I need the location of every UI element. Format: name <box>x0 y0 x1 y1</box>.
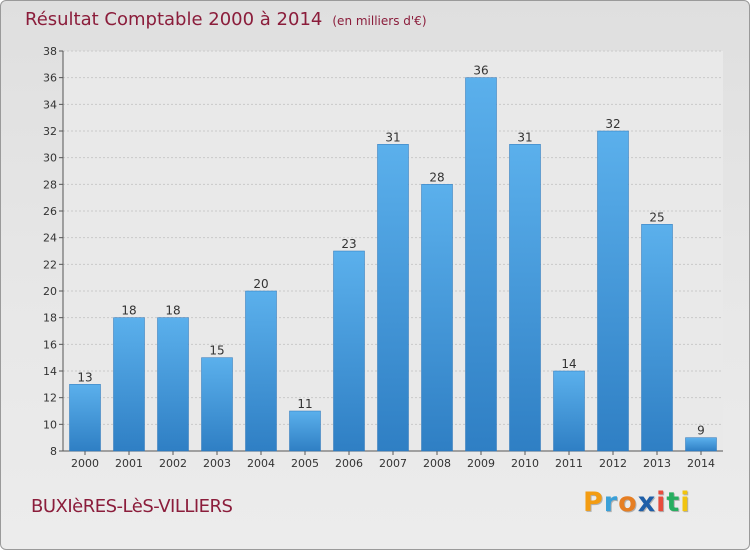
logo-letter: P <box>583 487 604 518</box>
value-label: 25 <box>649 210 664 224</box>
x-tick-label: 2010 <box>511 457 539 470</box>
bar <box>113 317 145 452</box>
bar <box>597 130 629 452</box>
value-labels: 13 18 18 15 20 11 23 31 28 36 31 14 32 25 9 <box>77 64 704 438</box>
x-tick-label: 2003 <box>203 457 231 470</box>
axes: 8 10 12 14 16 18 20 22 24 26 28 30 32 34 36 38 2000 2001 2… <box>43 45 723 470</box>
bar <box>201 357 233 452</box>
y-tick-label: 24 <box>43 232 57 245</box>
value-label: 28 <box>429 170 444 184</box>
bar <box>509 144 541 452</box>
x-tick-label: 2014 <box>687 457 715 470</box>
logo-letter: i <box>656 487 667 518</box>
bar <box>157 317 189 452</box>
logo-letter: o <box>618 487 638 518</box>
bar <box>553 370 585 452</box>
x-tick-label: 2005 <box>291 457 319 470</box>
value-label: 18 <box>121 304 136 318</box>
y-tick-label: 10 <box>43 418 57 431</box>
value-label: 18 <box>165 304 180 318</box>
logo-letter: i <box>680 487 691 518</box>
y-tick-label: 26 <box>43 205 57 218</box>
y-tick-label: 38 <box>43 45 57 58</box>
x-tick-label: 2001 <box>115 457 143 470</box>
x-tick-label: 2011 <box>555 457 583 470</box>
x-tick-label: 2007 <box>379 457 407 470</box>
y-tick-label: 14 <box>43 365 57 378</box>
value-label: 36 <box>473 64 488 78</box>
value-label: 31 <box>385 130 400 144</box>
y-tick-label: 28 <box>43 178 57 191</box>
y-tick-label: 18 <box>43 312 57 325</box>
value-label: 20 <box>253 277 268 291</box>
bar <box>421 184 453 452</box>
value-label: 11 <box>297 397 312 411</box>
chart-title-text: Résultat Comptable 2000 à 2014 <box>25 9 323 30</box>
bar <box>685 437 717 452</box>
value-label: 32 <box>605 117 620 131</box>
proxiti-logo: Proxiti <box>583 487 691 518</box>
x-tick-label: 2002 <box>159 457 187 470</box>
logo-letter: r <box>603 487 619 518</box>
x-tick-label: 2006 <box>335 457 363 470</box>
y-tick-label: 32 <box>43 125 57 138</box>
y-tick-label: 12 <box>43 392 57 405</box>
bar <box>69 384 101 452</box>
y-tick-label: 30 <box>43 152 57 165</box>
y-tick-label: 20 <box>43 285 57 298</box>
value-label: 15 <box>209 344 224 358</box>
y-tick-label: 36 <box>43 72 57 85</box>
x-tick-label: 2008 <box>423 457 451 470</box>
x-tick-label: 2000 <box>71 457 99 470</box>
x-tick-label: 2012 <box>599 457 627 470</box>
y-tick-label: 22 <box>43 258 57 271</box>
value-label: 9 <box>697 424 705 438</box>
bar <box>289 410 321 452</box>
logo-letter: x <box>637 487 657 518</box>
commune-name: BUXIèRES-LèS-VILLIERS <box>31 496 233 517</box>
x-tick-label: 2009 <box>467 457 495 470</box>
bars <box>69 77 717 452</box>
chart-subtitle: (en milliers d'€) <box>332 14 427 28</box>
y-tick-label: 8 <box>50 445 57 458</box>
y-tick-label: 34 <box>43 98 57 111</box>
bar <box>641 224 673 452</box>
x-tick-label: 2013 <box>643 457 671 470</box>
value-label: 31 <box>517 130 532 144</box>
bar <box>465 77 497 452</box>
chart-title: Résultat Comptable 2000 à 2014 (en millie… <box>25 9 427 30</box>
value-label: 13 <box>77 370 92 384</box>
x-tick-label: 2004 <box>247 457 275 470</box>
bar <box>245 290 277 452</box>
value-label: 23 <box>341 237 356 251</box>
value-label: 14 <box>561 357 576 371</box>
y-tick-label: 16 <box>43 338 57 351</box>
logo-letter: t <box>666 487 681 518</box>
bar <box>377 144 409 452</box>
bar <box>333 250 365 452</box>
